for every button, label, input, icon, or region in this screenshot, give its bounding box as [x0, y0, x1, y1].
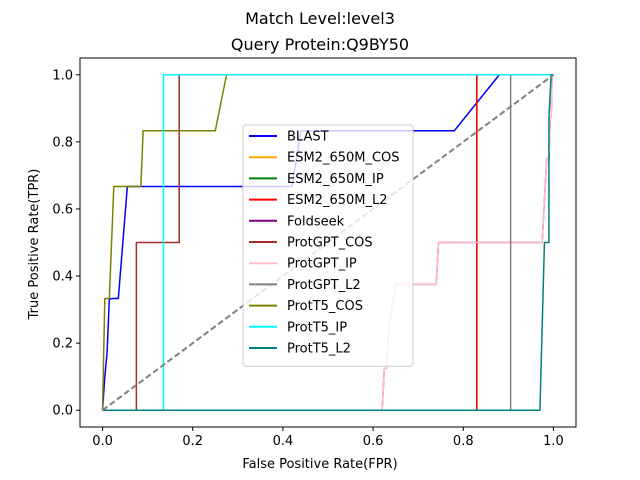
axes: 0.0 0.2 0.4 0.6 0.8 1.0 0.0 0.2 0.4 0.6 0.8 1.0: [52, 57, 577, 449]
legend-label: ProtGPT_COS: [287, 236, 373, 251]
legend-label: ESM2_650M_COS: [287, 151, 400, 166]
chart-suptitle: Match Level:level3: [245, 9, 395, 28]
y-axis-title: True Positive Rate(TPR): [27, 169, 42, 321]
legend-label: Foldseek: [287, 214, 345, 229]
legend-label: BLAST: [287, 130, 329, 145]
x-tick-label: 0.4: [273, 434, 294, 449]
x-axis-title: False Positive Rate(FPR): [242, 457, 397, 472]
legend-label: ProtT5_IP: [287, 320, 347, 335]
legend: BLAST ESM2_650M_COS ESM2_650M_IP ESM2_650M_…: [242, 124, 414, 367]
legend-label: ProtGPT_IP: [287, 257, 357, 272]
legend-label: ESM2_650M_IP: [287, 172, 384, 187]
x-tick-label: 1.0: [543, 434, 564, 449]
x-tick-label: 0.6: [363, 434, 384, 449]
y-tick-label: 0.8: [52, 135, 73, 150]
y-tick-label: 0.4: [52, 270, 73, 285]
y-tick-label: 0.0: [52, 404, 73, 419]
legend-box: [242, 124, 414, 367]
legend-label: ProtT5_L2: [287, 342, 351, 357]
y-tick-label: 0.6: [52, 202, 73, 217]
plot-area: [101, 73, 555, 412]
y-tick-label: 0.2: [52, 337, 73, 352]
x-tick-label: 0.2: [182, 434, 203, 449]
chart-title: Query Protein:Q9BY50: [231, 35, 409, 54]
series-line-protgpt-ip: [102, 74, 554, 411]
series-line-prott5-l2: [102, 74, 554, 411]
series-line-prott5-cos: [101, 74, 554, 411]
legend-label: ESM2_650M_L2: [287, 193, 388, 208]
x-tick-label: 0.8: [453, 434, 474, 449]
x-tick-label: 0.0: [92, 434, 113, 449]
y-tick-label: 1.0: [52, 68, 73, 83]
legend-label: ProtT5_COS: [287, 299, 363, 314]
legend-label: ProtGPT_L2: [287, 278, 361, 293]
axes-frame: [79, 57, 577, 428]
series-line-blast: [101, 74, 554, 411]
